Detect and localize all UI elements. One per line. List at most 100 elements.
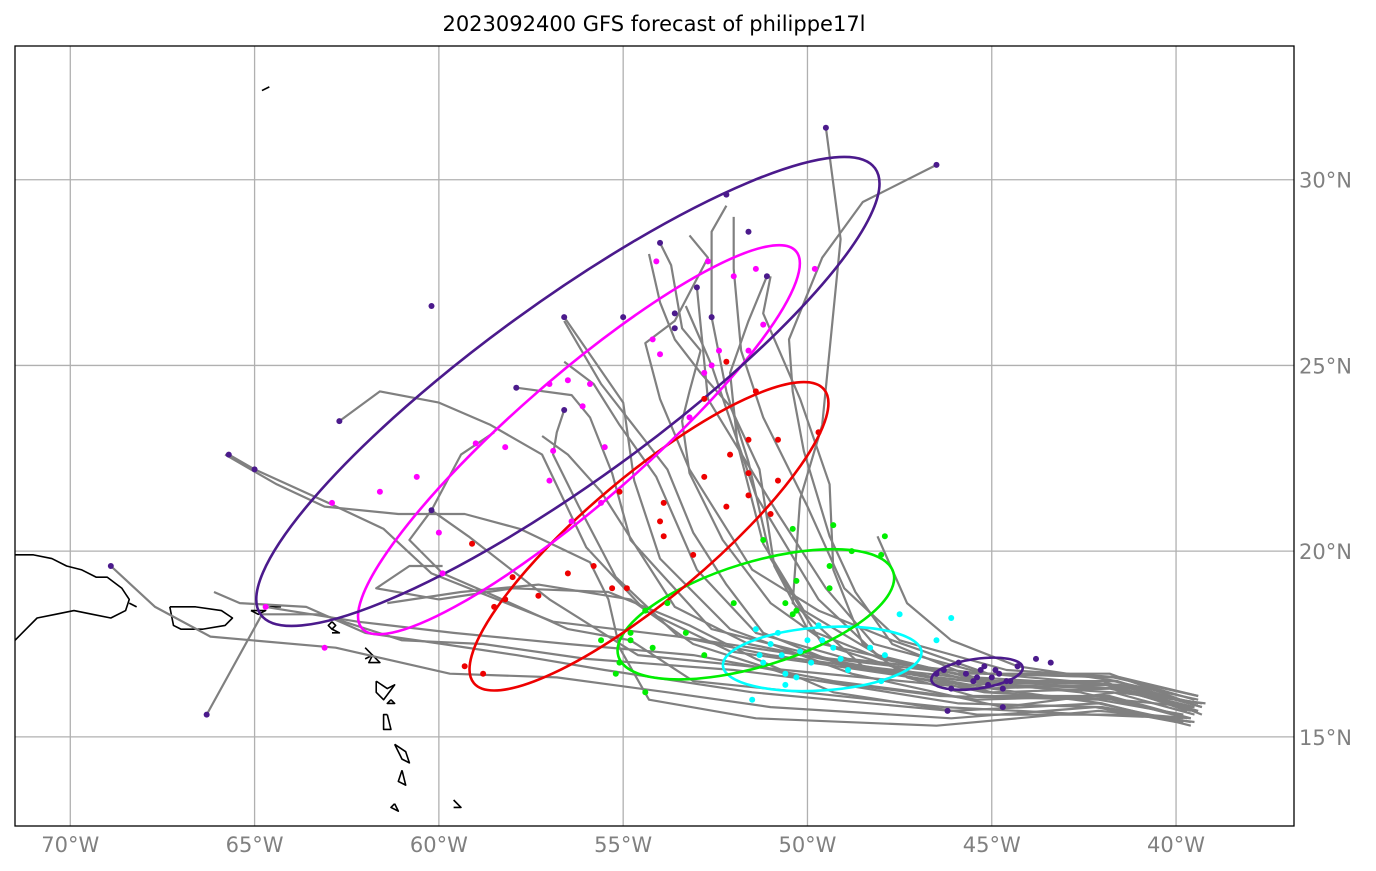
ensemble-track: [732, 216, 1199, 698]
position-marker: [808, 659, 815, 666]
ensemble-track: [228, 453, 1192, 705]
position-marker: [933, 637, 940, 644]
position-marker: [830, 522, 837, 529]
position-marker: [962, 670, 969, 677]
position-marker: [830, 644, 837, 651]
position-marker: [837, 655, 844, 662]
position-marker: [586, 381, 593, 387]
position-marker: [1007, 678, 1014, 685]
position-marker: [546, 477, 553, 484]
position-marker: [491, 603, 498, 610]
position-marker: [671, 325, 678, 332]
coastline: [390, 803, 400, 812]
ensemble-track: [644, 234, 1199, 705]
lon-tick-label: 70°W: [41, 833, 99, 857]
graticule: [15, 46, 1294, 826]
ellipse-48h: [616, 547, 896, 681]
position-marker: [815, 429, 822, 436]
position-marker: [225, 451, 232, 458]
position-marker: [756, 652, 763, 659]
position-marker: [649, 644, 656, 651]
position-marker: [878, 678, 885, 685]
position-marker: [579, 403, 586, 410]
position-marker: [811, 265, 818, 272]
coastline: [386, 699, 396, 705]
position-marker: [376, 488, 383, 495]
lon-tick-label: 55°W: [594, 833, 652, 857]
position-marker: [826, 585, 833, 592]
coastline: [368, 654, 381, 664]
position-marker: [760, 537, 767, 543]
lon-tick-label: 65°W: [226, 833, 284, 857]
position-marker: [660, 499, 667, 506]
position-marker: [881, 533, 888, 540]
position-marker: [789, 525, 796, 532]
position-marker: [439, 570, 446, 577]
position-marker: [413, 473, 420, 480]
position-marker: [819, 637, 826, 644]
position-marker: [940, 667, 947, 673]
position-marker: [767, 511, 774, 517]
coastline: [128, 602, 137, 608]
position-marker: [933, 670, 940, 677]
position-marker: [752, 626, 759, 633]
position-marker: [933, 161, 940, 168]
position-marker: [568, 518, 575, 525]
position-marker: [981, 663, 988, 670]
position-marker: [564, 377, 571, 384]
position-marker: [623, 585, 630, 592]
position-marker: [848, 548, 855, 555]
position-marker: [564, 570, 571, 577]
coastlines: [14, 86, 462, 812]
lat-tick-label: 15°N: [1299, 726, 1352, 750]
position-marker: [782, 670, 789, 677]
position-marker: [1014, 663, 1021, 670]
position-marker: [727, 451, 734, 458]
position-marker: [428, 507, 435, 514]
position-marker: [649, 336, 656, 343]
position-marker: [701, 369, 708, 376]
map-frame: [14, 45, 1295, 827]
position-marker: [107, 563, 114, 569]
position-marker: [660, 533, 667, 540]
position-marker: [815, 622, 822, 629]
coastline: [327, 621, 337, 630]
position-marker: [955, 659, 962, 666]
position-marker: [336, 418, 343, 425]
spread-ellipses: [255, 155, 1024, 693]
position-marker: [881, 652, 888, 659]
position-marker: [845, 667, 852, 673]
position-marker: [948, 615, 955, 621]
position-marker: [616, 488, 623, 495]
axis-ticks: 70°W 65°W 60°W 55°W 50°W 45°W 40°W 15°N 20°N 25°N…: [41, 169, 1352, 857]
position-marker: [262, 603, 269, 610]
ensemble-track: [563, 360, 1199, 698]
position-marker: [723, 191, 730, 198]
position-marker: [657, 239, 664, 246]
position-marker: [723, 358, 730, 365]
position-marker: [664, 600, 671, 607]
position-marker: [682, 629, 689, 636]
coastline: [14, 554, 131, 641]
position-marker: [878, 551, 885, 558]
position-marker: [616, 659, 623, 666]
ellipse-72h: [468, 380, 830, 692]
position-marker: [970, 678, 977, 685]
position-marker: [745, 492, 752, 499]
position-marker: [793, 577, 800, 584]
ensemble-tracks: [110, 127, 1206, 727]
position-marker: [657, 351, 664, 358]
position-marker: [686, 414, 693, 421]
lon-tick-label: 50°W: [778, 833, 836, 857]
position-marker: [690, 551, 697, 558]
ensemble-track: [728, 275, 1195, 716]
ensemble-track: [659, 242, 1192, 709]
position-marker: [598, 637, 605, 644]
position-marker: [502, 444, 509, 451]
position-marker: [896, 611, 903, 618]
position-marker: [701, 652, 708, 659]
position-marker: [977, 667, 984, 673]
position-marker: [472, 440, 479, 447]
position-marker: [321, 644, 328, 651]
forecast-positions: [107, 124, 1054, 718]
